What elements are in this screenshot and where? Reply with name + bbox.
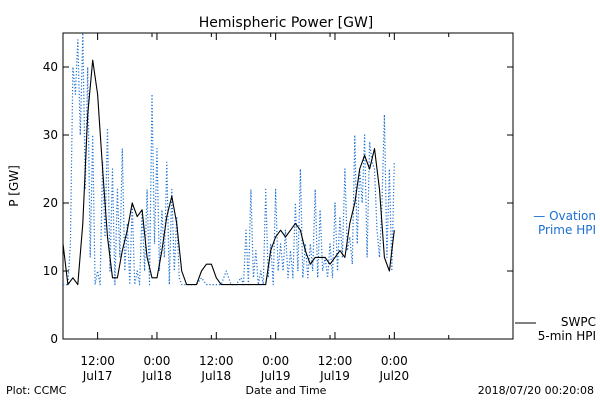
legend-ovation-line2: Prime HPI [538, 223, 596, 237]
x-tick-label-date: Jul20 [378, 369, 409, 383]
plot-credit: Plot: CCMC [6, 384, 67, 397]
x-tick-label-date: Jul19 [319, 369, 350, 383]
x-axis-label: Date and Time [246, 384, 327, 397]
series-swpc-line [62, 59, 395, 286]
x-axis: 12:00Jul170:00Jul1812:00Jul180:00Jul1912… [80, 33, 450, 383]
x-tick-label-time: 12:00 [318, 354, 353, 368]
y-axis: 0 10 20 30 40 [43, 60, 513, 346]
x-tick-label-time: 0:00 [381, 354, 408, 368]
x-tick-label-date: Jul17 [82, 369, 113, 383]
x-tick-label-time: 0:00 [143, 354, 170, 368]
timestamp: 2018/07/20 00:20:08 [478, 384, 594, 397]
y-tick-label: 10 [43, 264, 58, 278]
y-tick-label: 20 [43, 196, 58, 210]
y-tick-label: 40 [43, 60, 58, 74]
x-tick-label-date: Jul18 [200, 369, 231, 383]
y-axis-label: P [GW] [7, 165, 21, 207]
legend-swpc: SWPC 5-min HPI [515, 315, 596, 343]
legend-swpc-line2: 5-min HPI [538, 329, 596, 343]
chart-title: Hemispheric Power [GW] [199, 15, 374, 31]
y-tick-label: 30 [43, 128, 58, 142]
x-tick-label-time: 12:00 [80, 354, 115, 368]
x-tick-label-date: Jul18 [141, 369, 172, 383]
legend-ovation: — Ovation Prime HPI [533, 209, 596, 237]
plot-frame [62, 32, 514, 340]
x-tick-label-time: 12:00 [199, 354, 234, 368]
y-tick-label: 0 [50, 332, 58, 346]
x-tick-label-time: 0:00 [262, 354, 289, 368]
series-ovation-prime-line [63, 32, 395, 286]
legend-ovation-line1: — Ovation [533, 209, 596, 223]
x-tick-label-date: Jul19 [260, 369, 291, 383]
series-layer [62, 32, 395, 286]
legend-swpc-line1: SWPC [561, 315, 596, 329]
